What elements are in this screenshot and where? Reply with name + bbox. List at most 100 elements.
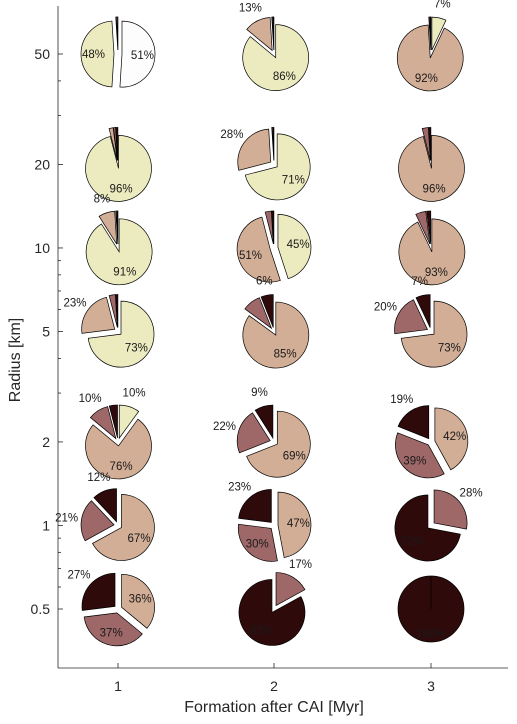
pie-percent-label: 28% <box>220 129 243 141</box>
pie-slice <box>98 210 118 245</box>
pie-percent-label: 73% <box>125 343 148 355</box>
pie-r10-x2: 45% 51% <box>236 210 312 283</box>
pie-percent-label: 45% <box>287 239 310 251</box>
pie-percent-label: 19% <box>390 394 413 406</box>
pie-slice <box>264 210 274 245</box>
y-tick-label: 0.5 <box>31 601 51 617</box>
pie-slice <box>429 16 432 51</box>
pie-percent-label: 100% <box>416 628 445 640</box>
pie-slice <box>244 133 311 201</box>
pie-r0.5-x1: 36% 37% 27% <box>67 570 155 647</box>
pie-slice <box>277 491 312 558</box>
x-tick-label: 2 <box>270 678 278 694</box>
pie-slice <box>85 218 153 286</box>
pie-percent-label: 7% <box>411 276 428 288</box>
pie-slice <box>428 127 432 161</box>
pie-r5-x2: 85% 6% <box>242 275 310 369</box>
pie-slice <box>434 407 469 471</box>
y-tick-label: 2 <box>42 434 50 450</box>
pie-percent-label: 23% <box>63 297 86 309</box>
x-tick-label: 1 <box>114 678 122 694</box>
pie-r1-x2: 47% 30% 23% <box>228 481 312 562</box>
pie-slice <box>272 127 275 161</box>
pie-percent-label: 28% <box>460 487 483 499</box>
pie-percent-label: 39% <box>403 455 426 467</box>
pie-percent-label: 7% <box>434 0 451 10</box>
pie-slice <box>237 128 272 171</box>
pie-slice <box>415 294 431 328</box>
pie-percent-label: 37% <box>100 627 123 639</box>
pie-r1-x1: 67% 21% 12% <box>55 472 155 561</box>
pie-slice <box>238 579 306 646</box>
x-tick-label: 3 <box>427 678 435 694</box>
pie-slice <box>119 20 156 88</box>
pie-r10-x3: 93% <box>398 210 466 286</box>
pie-r0.5-x3: 100% <box>397 575 465 643</box>
pie-slice <box>396 24 464 92</box>
pie-percent-label: 51% <box>131 50 154 62</box>
pie-slice <box>431 16 447 51</box>
pie-slice <box>398 218 466 286</box>
pie-slice <box>260 294 274 328</box>
pie-percent-label: 93% <box>425 267 448 279</box>
axes: 0.5 1 2 5 10 20 50 1 2 3 <box>31 6 508 694</box>
pie-slice <box>80 20 115 88</box>
pie-slice <box>394 494 461 562</box>
pie-percent-label: 36% <box>129 594 152 606</box>
pie-slice <box>398 135 465 202</box>
pie-percent-label: 69% <box>283 451 306 463</box>
pie-r50-x1: 51% 48% <box>80 16 156 88</box>
pie-slice <box>89 406 117 440</box>
pie-slice <box>80 500 115 542</box>
pie-slice <box>236 216 281 283</box>
pie-r5-x3: 73% 20% 7% <box>374 276 468 368</box>
pie-slice <box>108 404 118 439</box>
pie-slice <box>244 297 273 330</box>
pie-r20-x1: 96% <box>85 127 152 202</box>
pie-slice <box>254 404 274 440</box>
pie-slice <box>277 213 312 280</box>
pie-percent-label: 83% <box>250 625 273 637</box>
y-tick-label: 1 <box>42 517 50 533</box>
pie-slice <box>115 127 119 161</box>
pie-percent-label: 91% <box>113 266 136 278</box>
pie-slice <box>92 494 155 561</box>
pie-percent-label: 85% <box>274 348 297 360</box>
pie-slice <box>236 412 271 454</box>
pie-slice <box>83 612 143 647</box>
pie-percent-label: 6% <box>256 275 273 287</box>
pie-percent-label: 76% <box>110 461 133 473</box>
pie-percent-label: 12% <box>87 472 110 484</box>
pie-percent-label: 13% <box>239 3 262 15</box>
pie-r1-x3: 28% 72% <box>394 487 483 562</box>
pie-percent-label: 9% <box>251 387 268 399</box>
pie-grid: 51% 48% 86% 13% 7% 92% 96% 71% 28% 96% 91% 8% 45% 51%… <box>55 0 483 647</box>
pie-slice <box>415 210 431 245</box>
pie-percent-label: 86% <box>273 71 296 83</box>
pie-slice <box>81 296 116 334</box>
pie-r50-x3: 7% 92% <box>396 0 464 92</box>
pie-percent-label: 27% <box>67 570 90 582</box>
pie-r2-x1: 10% 76% 10% <box>79 387 152 480</box>
pie-slice <box>400 300 468 368</box>
pie-percent-label: 10% <box>123 387 146 399</box>
pie-slice <box>108 127 118 161</box>
pie-slice <box>237 523 278 562</box>
pie-r2-x3: 42% 39% 19% <box>390 394 469 479</box>
pie-percent-label: 20% <box>374 301 397 313</box>
pie-percent-label: 47% <box>287 518 310 530</box>
pie-percent-label: 17% <box>289 559 312 571</box>
pie-percent-label: 30% <box>246 538 269 550</box>
pie-slice <box>395 432 445 479</box>
pie-percent-label: 8% <box>94 194 111 206</box>
pie-slice <box>394 299 429 335</box>
pie-slice <box>121 573 155 629</box>
pie-percent-label: 10% <box>79 393 102 405</box>
pie-percent-label: 96% <box>110 184 133 196</box>
pie-slice <box>116 210 119 244</box>
pie-percent-label: 96% <box>423 184 446 196</box>
pie-slice <box>115 294 119 328</box>
y-tick-label: 10 <box>34 240 50 256</box>
pie-percent-label: 92% <box>415 73 438 85</box>
